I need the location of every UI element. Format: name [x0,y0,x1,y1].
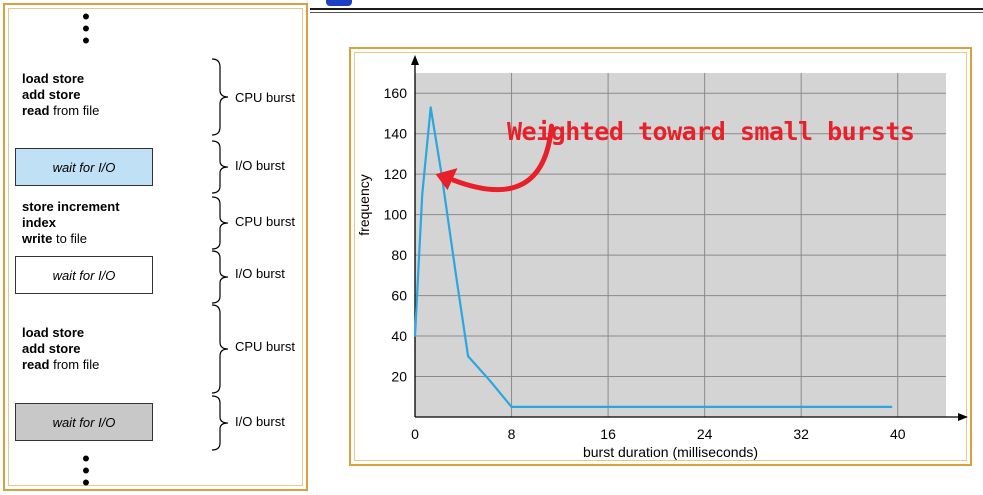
cpu-instructions-3: load store add store read from file [22,325,99,373]
y-tick-label: 120 [384,166,408,182]
instruction-keyword: store increment [22,199,120,214]
x-axis-title: burst duration (milliseconds) [583,444,758,460]
annotation-arrow [451,123,555,193]
instruction-keyword: load store [22,71,85,86]
instruction-keyword: add store [22,87,81,102]
io-wait-box-2: wait for I/O [15,256,153,294]
burst-label-cpu-1: CPU burst [235,90,295,105]
data-point [607,406,609,408]
burst-label-cpu-3: CPU burst [235,339,295,354]
y-tick-label: 100 [384,207,408,223]
data-point [421,193,424,196]
instruction-keyword: read [22,357,50,372]
cpu-instructions-1: load store add store read from file [22,71,99,119]
instruction-keyword: load store [22,325,85,340]
x-tick-label: 8 [508,426,516,442]
data-point [467,355,469,358]
data-point [800,406,802,408]
data-point [455,274,457,277]
instruction-text: to file [52,231,88,246]
y-tick-label: 60 [391,288,407,304]
data-point [414,335,416,337]
y-tick-label: 20 [391,369,407,385]
instruction-text: from file [49,103,100,118]
brace-icon [211,250,229,304]
chart-annotation: Weighted toward small bursts [507,117,915,146]
brace-icon [211,196,229,250]
y-axis-title: frequency [356,174,372,235]
x-tick-label: 16 [600,426,616,442]
data-point [489,379,491,382]
data-point [510,406,513,408]
brace-icon [211,140,229,194]
x-tick-label: 32 [793,426,809,442]
burst-sequence-panel: • • • load store add store read from file … [3,3,308,495]
y-tick-label: 80 [391,247,407,263]
data-point [890,406,893,408]
burst-label-io-3: I/O burst [235,414,285,429]
x-tick-label: 40 [890,426,906,442]
burst-label-io-1: I/O burst [235,158,285,173]
instruction-keyword: index [22,215,56,230]
burst-histogram-chart: 20 40 60 80 100 120 140 160 0 8 16 24 32 40 burst dura… [356,55,968,460]
data-point [429,106,432,109]
burst-label-cpu-2: CPU burst [235,214,295,229]
io-wait-box-3: wait for I/O [15,403,153,441]
cpu-instructions-2: store increment index write to file [22,199,120,247]
y-tick-label: 140 [384,126,408,142]
header-rule [310,8,983,10]
y-tick-label: 160 [384,85,408,101]
instruction-keyword: write [22,231,53,246]
y-axis-arrowhead [411,55,419,65]
instruction-keyword: add store [22,341,81,356]
histogram-panel: 20 40 60 80 100 120 140 160 0 8 16 24 32 40 burst dura… [349,47,972,466]
burst-label-io-2: I/O burst [235,266,285,281]
frequency-line [413,106,892,408]
brace-icon [211,58,229,136]
brace-icon [211,395,229,451]
instruction-keyword: read [22,103,50,118]
plot-area [415,73,946,417]
y-tick-label: 40 [391,328,407,344]
annotation-arrowhead [435,168,458,191]
io-wait-box-1: wait for I/O [15,148,153,186]
continuation-dots-top: • • • [82,4,90,53]
title-fragment [326,0,352,6]
instruction-text: from file [49,357,100,372]
x-axis-arrowhead [958,413,968,421]
x-tick-label: 0 [411,426,419,442]
brace-icon [211,304,229,394]
data-point [703,406,706,408]
header-rule-secondary [310,12,983,13]
x-tick-label: 24 [697,426,713,442]
continuation-dots-bottom: • • • [82,446,90,495]
